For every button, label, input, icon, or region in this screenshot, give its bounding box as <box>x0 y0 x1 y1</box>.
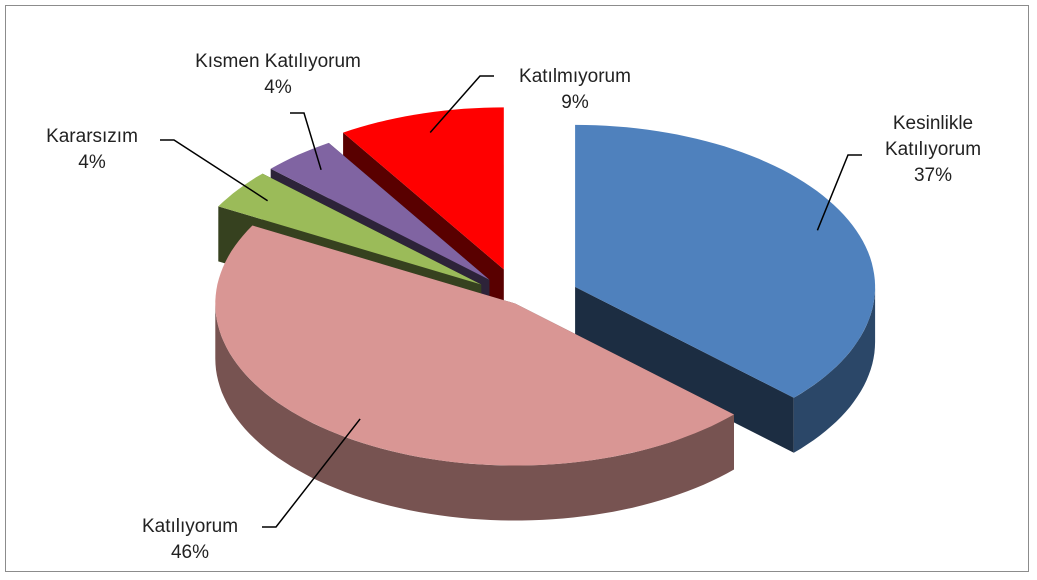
data-label: Kararsızım 4% <box>7 124 177 176</box>
category-label: Kesinlikle Katılıyorum <box>884 113 982 160</box>
category-label: Katılmıyorum <box>519 66 631 87</box>
slice-side <box>575 286 794 453</box>
value-label: 46% <box>170 542 210 563</box>
pie-slice <box>343 107 504 270</box>
category-label: Kısmen Katılıyorum <box>195 51 361 72</box>
data-label: Kesinlikle Katılıyorum 37% <box>848 111 1018 189</box>
data-label: Kısmen Katılıyorum 4% <box>193 49 363 101</box>
leader-line <box>262 418 361 528</box>
slice-wall <box>215 303 735 521</box>
data-label: Katılıyorum 46% <box>105 514 275 566</box>
value-label: 4% <box>264 77 292 98</box>
chart-border <box>5 5 1029 572</box>
data-label: Katılmıyorum 9% <box>490 64 660 116</box>
leader-line <box>816 154 862 231</box>
value-label: 9% <box>561 92 589 113</box>
value-label: 37% <box>913 165 953 186</box>
leader-line <box>290 112 322 171</box>
pie-slice <box>575 124 876 398</box>
slice-wall <box>793 286 876 453</box>
category-label: Katılıyorum <box>141 516 239 537</box>
category-label: Kararsızım <box>46 126 138 147</box>
pie-slice <box>270 142 490 280</box>
leader-line <box>160 139 269 202</box>
pie-slice <box>218 173 482 285</box>
pie-slice <box>215 225 735 466</box>
leader-line <box>429 75 494 133</box>
value-label: 4% <box>78 152 106 173</box>
